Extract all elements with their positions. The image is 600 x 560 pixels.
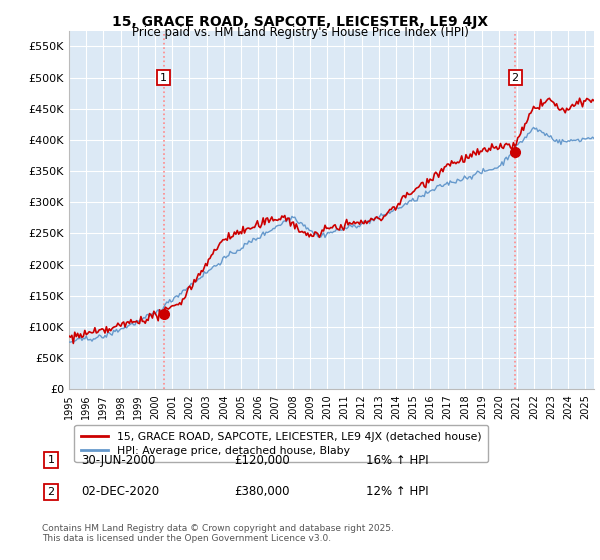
Text: 1: 1: [160, 73, 167, 82]
Text: Contains HM Land Registry data © Crown copyright and database right 2025.
This d: Contains HM Land Registry data © Crown c…: [42, 524, 394, 543]
Legend: 15, GRACE ROAD, SAPCOTE, LEICESTER, LE9 4JX (detached house), HPI: Average price: 15, GRACE ROAD, SAPCOTE, LEICESTER, LE9 …: [74, 425, 488, 463]
Text: 2: 2: [47, 487, 55, 497]
Text: 12% ↑ HPI: 12% ↑ HPI: [366, 485, 428, 498]
Text: 1: 1: [47, 455, 55, 465]
Text: £120,000: £120,000: [234, 454, 290, 467]
Text: 16% ↑ HPI: 16% ↑ HPI: [366, 454, 428, 467]
Text: Price paid vs. HM Land Registry's House Price Index (HPI): Price paid vs. HM Land Registry's House …: [131, 26, 469, 39]
Text: 30-JUN-2000: 30-JUN-2000: [81, 454, 155, 467]
Text: 02-DEC-2020: 02-DEC-2020: [81, 485, 159, 498]
Text: 2: 2: [512, 73, 519, 82]
Text: 15, GRACE ROAD, SAPCOTE, LEICESTER, LE9 4JX: 15, GRACE ROAD, SAPCOTE, LEICESTER, LE9 …: [112, 15, 488, 29]
Text: £380,000: £380,000: [234, 485, 290, 498]
